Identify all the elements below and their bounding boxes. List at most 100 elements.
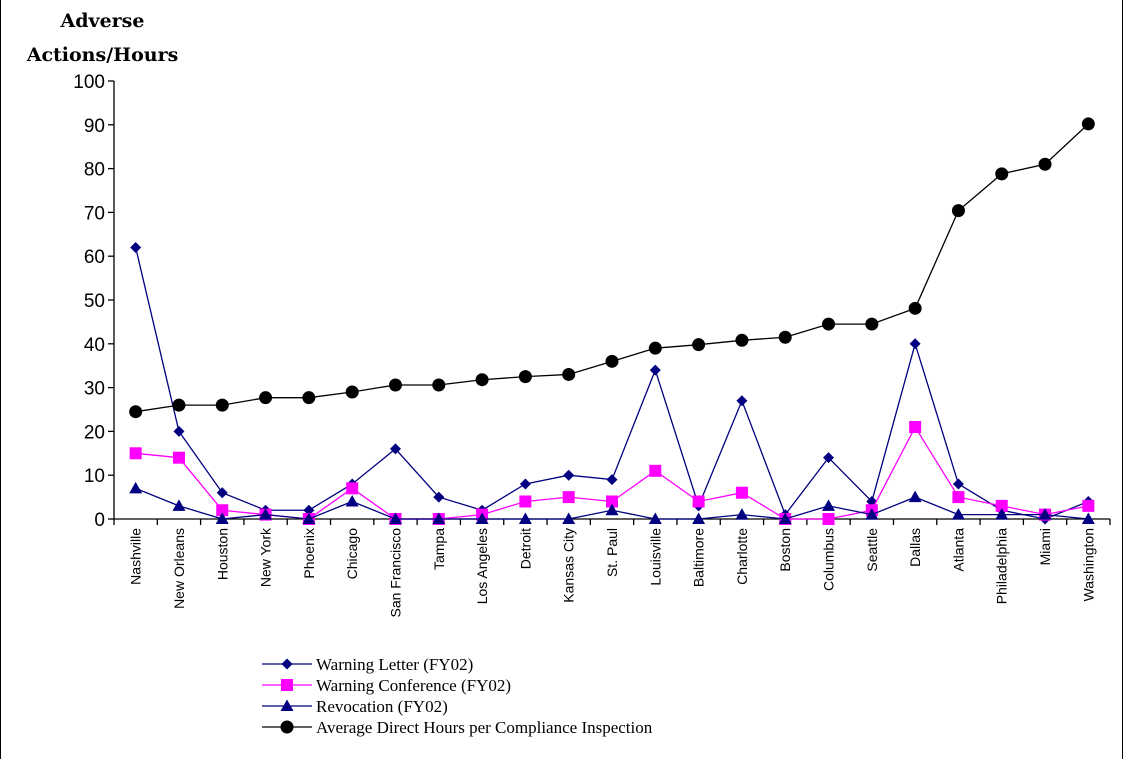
data-point-circle bbox=[1081, 117, 1095, 131]
x-category-label: Dallas bbox=[907, 528, 923, 567]
data-point-diamond bbox=[563, 469, 575, 481]
y-tick-label: 80 bbox=[84, 160, 105, 181]
data-point-square bbox=[519, 495, 532, 508]
data-point-square bbox=[995, 499, 1008, 512]
legend-marker-circle bbox=[280, 720, 294, 734]
data-point-circle bbox=[259, 391, 273, 405]
data-point-diamond bbox=[389, 443, 401, 455]
data-point-triangle bbox=[388, 512, 402, 524]
data-point-square bbox=[129, 447, 142, 460]
x-categories: Nashville New Orleans Houston New York Phoen… bbox=[113, 519, 1111, 618]
data-point-circle bbox=[345, 385, 359, 399]
data-point-diamond bbox=[649, 364, 661, 376]
data-point-triangle bbox=[475, 512, 489, 524]
x-category-label: Seattle bbox=[864, 528, 880, 572]
data-point-triangle bbox=[259, 508, 273, 520]
data-point-diamond bbox=[130, 241, 142, 253]
data-point-diamond bbox=[519, 478, 531, 490]
x-category-label: Washington bbox=[1080, 528, 1096, 601]
x-category-label: Philadelphia bbox=[994, 528, 1010, 604]
data-point-square bbox=[346, 482, 359, 495]
data-point-triangle bbox=[692, 512, 706, 524]
data-point-diamond bbox=[909, 338, 921, 350]
data-point-diamond bbox=[173, 425, 185, 437]
x-category-label: Tampa bbox=[431, 528, 447, 570]
y-tick-label: 70 bbox=[84, 203, 105, 224]
data-point-circle bbox=[432, 378, 446, 392]
data-point-circle bbox=[518, 370, 532, 384]
x-category-label: Phoenix bbox=[301, 528, 317, 579]
data-point-circle bbox=[995, 167, 1009, 181]
legend-entry: Warning Conference (FY02) bbox=[262, 676, 511, 695]
x-category-label: Houston bbox=[214, 528, 230, 580]
x-category-label: Charlotte bbox=[734, 528, 750, 585]
data-point-square bbox=[172, 451, 185, 464]
data-point-square bbox=[562, 491, 575, 504]
x-category-label: San Francisco bbox=[387, 528, 403, 618]
legend-marker-triangle bbox=[280, 699, 294, 711]
data-point-diamond bbox=[216, 487, 228, 499]
data-point-triangle bbox=[605, 503, 619, 516]
data-point-circle bbox=[562, 367, 576, 381]
x-category-label: Nashville bbox=[128, 528, 144, 585]
x-category-label: Louisville bbox=[647, 528, 663, 586]
data-point-triangle bbox=[129, 481, 143, 494]
x-category-label: New Orleans bbox=[171, 528, 187, 609]
x-category-label: Los Angeles bbox=[474, 528, 490, 604]
legend-entry: Warning Letter (FY02) bbox=[262, 655, 473, 674]
legend-entry: Average Direct Hours per Compliance Insp… bbox=[262, 718, 653, 737]
data-point-triangle bbox=[648, 512, 662, 524]
data-point-triangle bbox=[735, 508, 749, 520]
data-point-square bbox=[822, 513, 835, 525]
data-point-triangle bbox=[1081, 512, 1095, 524]
data-point-triangle bbox=[518, 512, 532, 524]
legend-label: Warning Conference (FY02) bbox=[316, 676, 511, 695]
data-point-circle bbox=[1038, 157, 1052, 171]
x-category-label: Chicago bbox=[344, 528, 360, 580]
legend-entry: Revocation (FY02) bbox=[262, 697, 448, 716]
series-3 bbox=[129, 117, 1095, 419]
data-point-square bbox=[606, 495, 618, 508]
legend-marker-square bbox=[281, 679, 293, 691]
y-tick-label: 20 bbox=[84, 422, 105, 443]
series-line bbox=[135, 123, 1089, 413]
data-point-diamond bbox=[433, 491, 445, 503]
data-point-circle bbox=[605, 354, 619, 368]
data-point-square bbox=[735, 486, 748, 499]
data-point-circle bbox=[388, 378, 402, 392]
data-point-triangle bbox=[1038, 508, 1052, 520]
data-point-triangle bbox=[995, 508, 1009, 520]
data-point-triangle bbox=[822, 499, 836, 511]
data-point-triangle bbox=[562, 512, 576, 524]
y-axis-title: Adverse Actions/Hours bbox=[26, 10, 179, 66]
y-tick-label: 100 bbox=[73, 72, 105, 93]
x-category-label: Kansas City bbox=[561, 528, 577, 603]
y-tick-label: 30 bbox=[84, 379, 105, 400]
data-point-square bbox=[692, 495, 705, 508]
legend-label: Revocation (FY02) bbox=[316, 697, 448, 716]
y-tick-label: 0 bbox=[94, 510, 105, 531]
x-category-label: Boston bbox=[777, 528, 793, 572]
data-point-diamond bbox=[303, 504, 315, 516]
data-point-circle bbox=[129, 405, 143, 419]
data-point-circle bbox=[822, 317, 836, 331]
x-category-label: Atlanta bbox=[950, 528, 966, 572]
data-point-diamond bbox=[823, 452, 835, 464]
x-category-label: St. Paul bbox=[604, 528, 620, 577]
data-point-square bbox=[1082, 499, 1095, 512]
x-category-label: Miami bbox=[1037, 528, 1053, 565]
legend: Warning Letter (FY02) Warning Conference … bbox=[262, 655, 653, 737]
data-point-square bbox=[216, 504, 229, 517]
x-category-label: Detroit bbox=[517, 528, 533, 569]
data-point-triangle bbox=[778, 512, 792, 524]
axes bbox=[113, 81, 1110, 520]
data-point-circle bbox=[302, 391, 316, 405]
legend-label: Warning Letter (FY02) bbox=[316, 655, 473, 674]
data-point-circle bbox=[908, 301, 922, 315]
data-point-circle bbox=[778, 330, 792, 344]
data-point-diamond bbox=[736, 395, 748, 407]
series-2 bbox=[129, 481, 1095, 524]
data-point-circle bbox=[951, 204, 965, 218]
